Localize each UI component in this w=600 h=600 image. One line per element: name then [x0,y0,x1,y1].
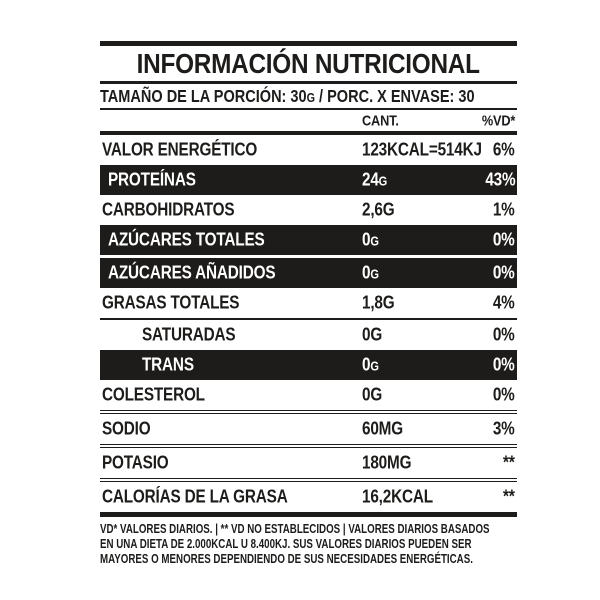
row-divider [100,410,517,414]
nutrient-name: AZÚCARES TOTALES [108,229,265,250]
nutrient-name: GRASAS TOTALES [102,292,240,313]
footnote-line: MAYORES O MENORES DEPENDIENDO DE SUS NEC… [100,552,517,567]
nutrient-amount: 180MG [362,452,412,473]
nutrient-amount: 123KCAL=514KJ [362,139,482,160]
unit-grams: G [306,90,315,105]
nutrient-row: GRASAS TOTALES 1,8G 4% [100,288,517,318]
nutrient-amount: 0G [362,229,379,250]
nutrient-row: AZÚCARES AÑADIDOS 0G 0% [100,258,517,288]
unit-grams: G [378,173,388,189]
nutrient-name: CARBOHIDRATOS [102,199,235,220]
nutrient-daily-value: 0% [493,229,515,250]
label-title: INFORMACIÓN NUTRICIONAL [100,46,517,81]
unit-grams: G [370,358,379,374]
nutrient-amount: 0G [362,324,383,345]
footer-divider [100,512,517,517]
nutrient-row: COLESTEROL 0G 0% [100,380,517,410]
row-divider [100,478,517,482]
nutrient-daily-value: 0% [493,384,515,405]
footnote-line: EN UNA DIETA DE 2.000KCAL U 8.400KJ. SUS… [100,537,517,552]
nutrient-daily-value: ** [503,452,515,473]
column-header-amount: CANT. [362,112,399,129]
footnote-text: MAYORES O MENORES DEPENDIENDO DE SUS NEC… [100,552,473,566]
footnote-text: VD* VALORES DIARIOS. | ** VD NO ESTABLEC… [100,522,490,536]
nutrient-daily-value: 6% [493,139,515,160]
nutrient-amount: 0G [362,354,379,375]
nutrient-row: CALORÍAS DE LA GRASA 16,2KCAL ** [100,482,517,512]
nutrient-daily-value: 0% [493,324,515,345]
serving-size-line: TAMAÑO DE LA PORCIÓN: 30G / PORC. X ENVA… [100,84,517,108]
footnote-line: VD* VALORES DIARIOS. | ** VD NO ESTABLEC… [100,522,517,537]
nutrient-amount: 0G [362,384,383,405]
nutrient-amount: 1,8G [362,292,395,313]
nutrient-daily-value: 4% [493,292,515,313]
label-title-text: INFORMACIÓN NUTRICIONAL [136,48,481,79]
nutrient-daily-value: 0% [493,354,515,375]
nutrient-amount: 60MG [362,418,403,439]
footnote-text: EN UNA DIETA DE 2.000KCAL U 8.400KJ. SUS… [100,537,472,551]
row-divider [100,444,517,448]
nutrient-rows: VALOR ENERGÉTICO 123KCAL=514KJ 6% PROTEÍNAS… [100,135,517,512]
nutrient-row: TRANS 0G 0% [100,350,517,380]
column-header-daily-value: %VD* [481,112,516,129]
nutrient-row: AZÚCARES TOTALES 0G 0% [100,225,517,255]
nutrient-row: SODIO 60MG 3% [100,414,517,444]
nutrient-daily-value: 3% [493,418,515,439]
nutrient-row: VALOR ENERGÉTICO 123KCAL=514KJ 6% [100,135,517,165]
nutrient-daily-value: ** [503,486,515,507]
nutrient-name: AZÚCARES AÑADIDOS [108,262,276,283]
nutrient-amount: 2,6G [362,199,395,220]
nutrition-label: INFORMACIÓN NUTRICIONAL TAMAÑO DE LA POR… [100,41,517,567]
header-divider [100,131,517,135]
title-divider [100,81,517,84]
top-divider [100,41,517,46]
nutrient-name: SATURADAS [142,324,236,345]
footnote: VD* VALORES DIARIOS. | ** VD NO ESTABLEC… [100,522,517,567]
nutrient-amount: 16,2KCAL [362,486,433,507]
nutrient-name: VALOR ENERGÉTICO [102,139,258,160]
nutrient-daily-value: 43% [484,169,515,190]
row-divider [100,318,517,320]
nutrient-daily-value: 0% [493,262,515,283]
nutrient-row: SATURADAS 0G 0% [100,320,517,350]
unit-grams: G [370,233,379,249]
column-headers: CANT. %VD* [100,110,517,131]
nutrient-name: POTASIO [102,452,169,473]
nutrient-row: POTASIO 180MG ** [100,448,517,478]
unit-grams: G [370,266,379,282]
nutrient-name: COLESTEROL [102,384,205,405]
nutrient-name: CALORÍAS DE LA GRASA [102,486,288,507]
serving-divider [100,108,517,110]
nutrient-amount: 24G [362,169,388,190]
serving-size-text: TAMAÑO DE LA PORCIÓN: 30G / PORC. X ENVA… [100,86,475,106]
nutrient-name: SODIO [102,418,151,439]
nutrient-name: TRANS [142,354,194,375]
nutrient-daily-value: 1% [493,199,515,220]
nutrient-amount: 0G [362,262,379,283]
nutrient-row: PROTEÍNAS 24G 43% [100,165,517,195]
nutrient-name: PROTEÍNAS [108,169,196,190]
nutrient-row: CARBOHIDRATOS 2,6G 1% [100,195,517,225]
